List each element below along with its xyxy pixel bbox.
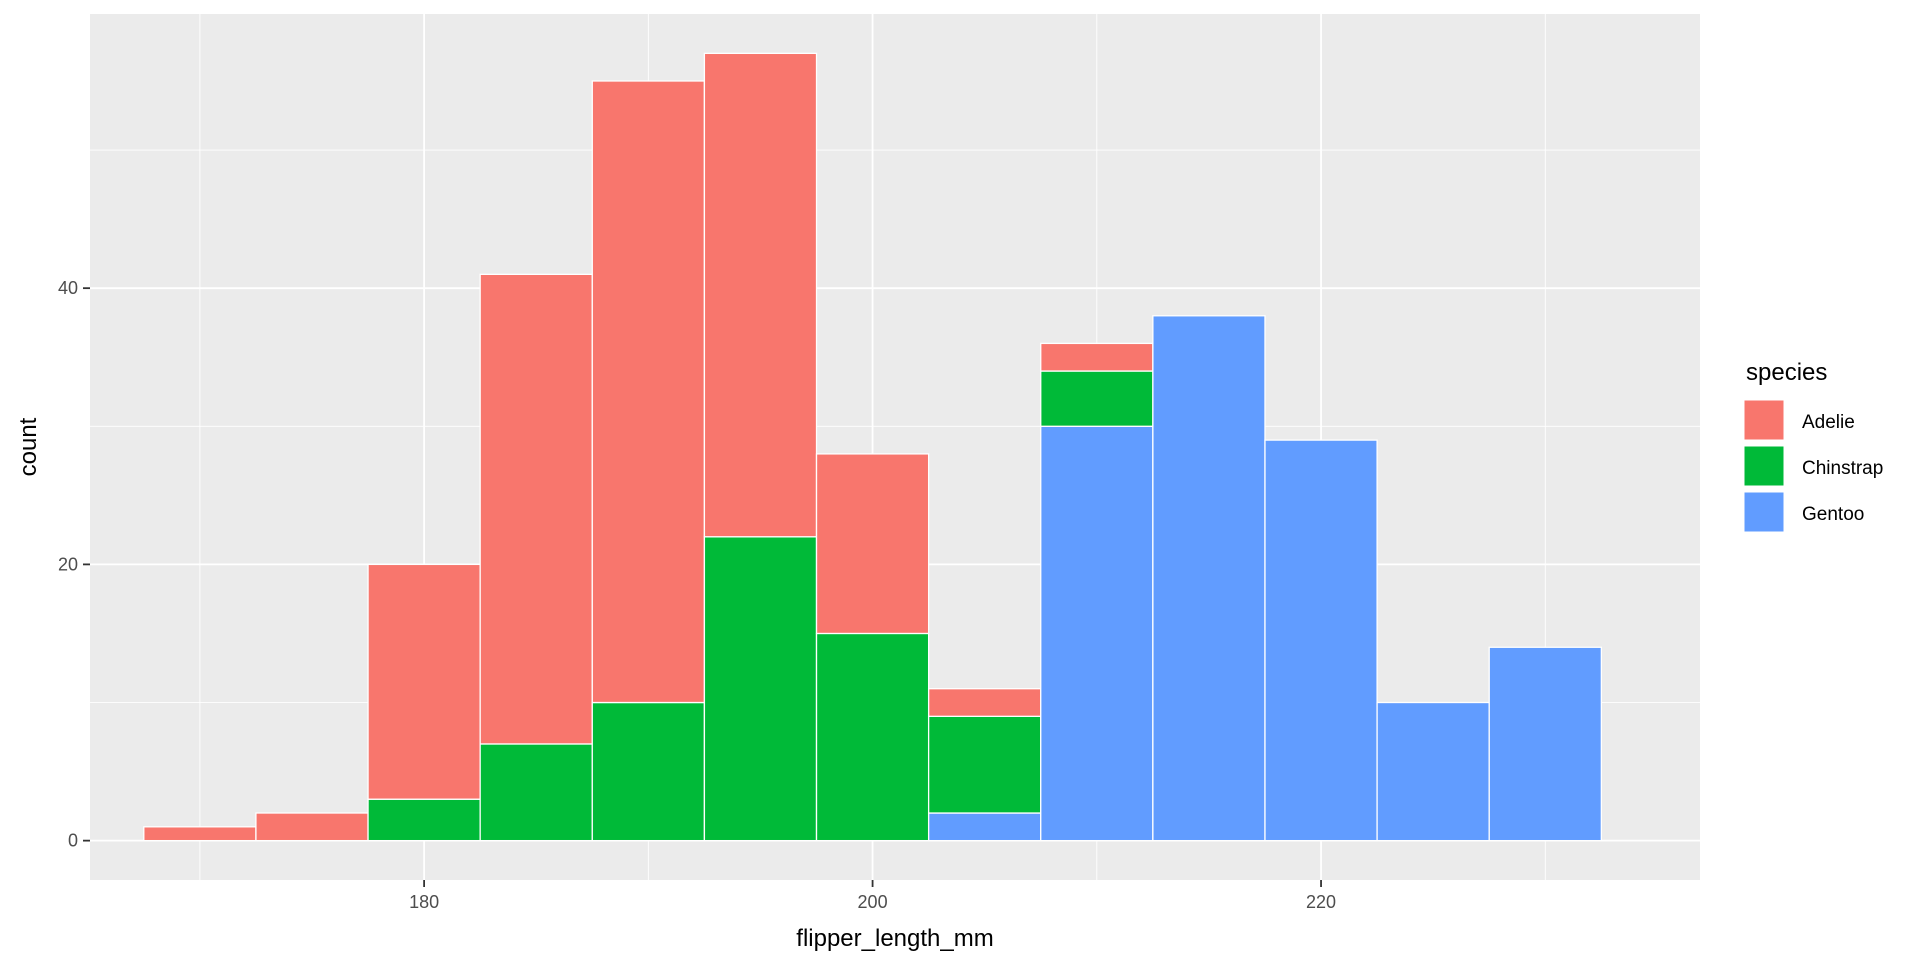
bar-adelie [927,688,1042,717]
legend-key-gentoo [1743,491,1785,533]
legend-title: species [1746,359,1827,386]
bar-adelie [367,563,481,800]
x-axis-ticks: 180 200 220 [409,880,1336,912]
bar-adelie [591,80,706,704]
bar-gentoo [927,812,1042,842]
x-tick-label: 200 [858,892,888,912]
bar-gentoo [1376,701,1490,842]
bar-gentoo [1264,439,1378,842]
legend-label-gentoo: Gentoo [1802,504,1864,525]
bar-adelie [1040,342,1154,372]
legend-label-adelie: Adelie [1802,412,1855,433]
bar-chinstrap [703,536,818,842]
bar-chinstrap [479,743,593,842]
bar-chinstrap [367,798,481,842]
x-axis-title: flipper_length_mm [796,925,993,952]
x-tick-label: 220 [1306,892,1336,912]
bar-gentoo [1488,646,1602,842]
legend-key-adelie [1743,399,1785,441]
y-axis-ticks: 0 20 40 [58,278,90,851]
legend-key-chinstrap [1743,445,1785,487]
bar-chinstrap [1040,370,1154,427]
y-axis-title: count [15,417,42,476]
bar-gentoo [1040,425,1154,842]
bar-chinstrap [927,715,1042,814]
bar-chinstrap [591,701,706,842]
y-tick-label: 20 [58,554,78,574]
bar-adelie [479,273,593,745]
bars [143,52,1602,842]
bar-adelie [143,826,257,842]
x-tick-label: 180 [409,892,439,912]
bar-chinstrap [815,632,930,842]
legend: species Adelie Chinstrap Gentoo [1743,359,1883,533]
bar-adelie [815,453,930,635]
y-tick-label: 0 [68,831,78,851]
legend-label-chinstrap: Chinstrap [1802,458,1883,479]
bar-adelie [703,52,818,538]
bar-gentoo [1152,315,1266,842]
bar-adelie [255,812,369,842]
y-tick-label: 40 [58,278,78,298]
